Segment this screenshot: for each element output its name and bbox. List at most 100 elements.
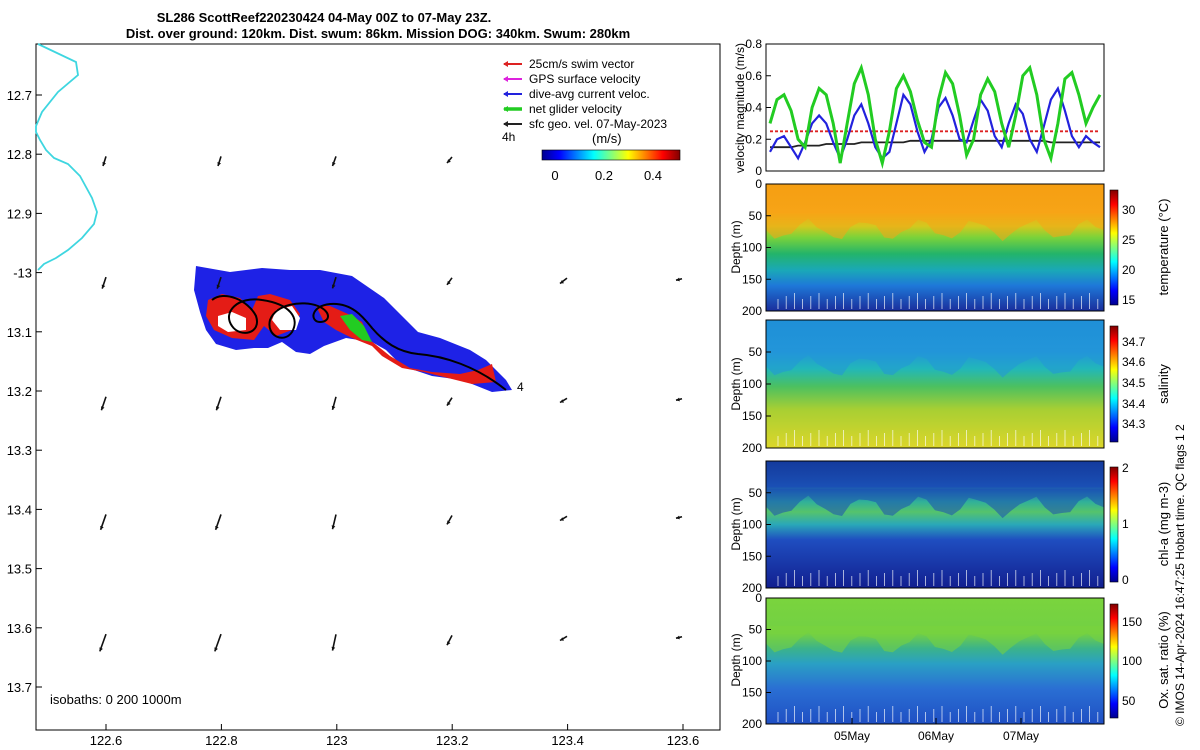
section-colorbar-label: chl-a (mg m-3) [1156,482,1171,567]
section-colorbar [1109,189,1119,306]
section-ytick-label: 200 [742,717,762,731]
map-axes-box [35,43,721,731]
sfc-geo-arrowhead [560,637,564,641]
section-ytick-label: 50 [749,345,763,359]
section-xtick-label: 05May [834,729,870,743]
section-wave-overlay [766,348,1104,378]
velocity-ytick-label: 0.6 [745,69,762,83]
track-white-patch-2 [272,306,300,330]
footer-credit: © IMOS 14-Apr-2024 16:47:25 Hobart time.… [1173,424,1187,726]
sfc-geo-arrowhead [217,162,222,166]
map-colorbar [541,149,681,161]
map-xtick-label: 122.6 [90,733,123,748]
sfc-geo-arrowhead [447,520,451,525]
sfc-geo-arrowhead [676,277,680,282]
section-field [766,320,1104,448]
legend-arrowhead [503,61,508,67]
section-panel-salinity: 50 100 150 200 Depth (m) 34.7 34.6 34.5 34.4 34.3… [729,319,1171,455]
section-ytick-label: 50 [749,623,763,637]
glider-track-area [194,266,512,392]
section-colorbar-label: Ox. sat. ratio (%) [1156,611,1171,709]
map-colorbar-tick: 0.2 [595,168,613,183]
map-colorbar-tick: 0 [551,168,558,183]
velocity-series [768,63,1102,170]
section-colorbar-tick: 150 [1122,615,1142,629]
sfc-geo-arrowhead [560,399,564,403]
section-colorbar-tick: 20 [1122,263,1136,277]
section-ytick-label: 150 [742,549,762,563]
sfc-geo-arrowhead [560,279,564,284]
section-panel-temperature: 0 50 100 150 200 Depth (m) 30 25 20 15 temperature… [729,177,1171,318]
legend-arrowhead [503,106,508,112]
sfc-geo-arrowhead [331,284,336,289]
sfc-geo-arrowhead [676,515,680,520]
map-ytick-label: 12.9 [7,206,32,221]
sfc-geo-arrowhead [676,397,680,402]
section-ylabel: Depth (m) [729,497,743,550]
sfc-geo-arrowhead [214,647,218,652]
sfc-geo-arrowhead [99,647,103,652]
section-ytick-label: 150 [742,686,762,700]
legend-arrowhead [503,91,508,97]
map-xtick-label: 123 [326,733,348,748]
sfc-geo-arrowhead [331,405,336,410]
section-colorbar-tick: 2 [1122,461,1129,475]
section-colorbar-tick: 25 [1122,233,1136,247]
map-xtick-label: 123.2 [436,733,469,748]
glider-track-line [211,295,507,391]
section-colorbar-tick: 34.5 [1122,376,1146,390]
velocity-panel: 0 0.2 0.4 0.6 0.8 velocity magnitude (m/s) [733,37,1105,178]
section-ytick-label: 0 [755,591,762,605]
sfc-geo-arrowhead [447,401,451,406]
track-white-patch [218,312,246,332]
velocity-ytick-label: 0.4 [745,101,762,115]
section-field [766,184,1104,311]
legend-arrowhead [503,121,508,127]
map-colorbar-tick: 0.4 [644,168,662,183]
section-colorbar [1109,603,1119,719]
section-colorbar-tick: 34.7 [1122,335,1146,349]
section-wave-overlay [766,211,1104,242]
section-ylabel: Depth (m) [729,220,743,273]
legend-entry: GPS surface velocity [529,72,640,86]
sfc-geo-arrowhead [100,525,104,530]
map-xtick-label: 123.6 [667,733,700,748]
legend-entry: 25cm/s swim vector [529,57,634,71]
section-xtick-label: 07May [1003,729,1039,743]
velocity-ytick-label: 0.2 [745,132,762,146]
map-panel: 122.6 122.8 123 123.2 123.4 123.6 12.712.812.… [7,43,721,748]
sfc-geo-arrowhead [560,517,564,521]
section-ytick-label: 100 [742,377,762,391]
map-ytick-label: 13.4 [7,502,32,517]
section-colorbar [1109,466,1119,583]
velocity-ylabel: velocity magnitude (m/s) [733,43,747,173]
sfc-geo-arrowhead [102,162,107,166]
track-end-label: 4 [517,380,524,394]
map-ytick-label: 13.6 [7,621,32,636]
isobaths-label: isobaths: 0 200 1000m [50,692,182,707]
section-colorbar-label: salinity [1156,364,1171,404]
section-ytick-label: 50 [749,486,763,500]
velocity-ytick-label: 0.8 [745,37,762,51]
section-colorbar-label: temperature (°C) [1156,199,1171,296]
sfc-geo-arrowhead [332,162,336,166]
section-wave-overlay [766,625,1104,655]
legend-arrowhead [503,76,508,82]
colorbar-units: (m/s) [592,131,622,146]
section-ytick-label: 100 [742,518,762,532]
map-ytick-label: -13 [13,266,32,281]
map-x-axis: 122.6 122.8 123 123.2 123.4 123.6 [90,724,700,748]
section-colorbar-tick: 15 [1122,293,1136,307]
figure-title-line2: Dist. over ground: 120km. Dist. swum: 86… [126,26,630,41]
section-ytick-label: 200 [742,581,762,595]
sfc-geo-arrowhead [447,159,451,163]
section-colorbar-tick: 34.4 [1122,397,1146,411]
section-ytick-label: 50 [749,209,763,223]
section-ytick-label: 200 [742,441,762,455]
sfc-geo-arrowhead [100,406,105,411]
section-colorbar-tick: 50 [1122,694,1136,708]
legend-entry: sfc geo. vel. 07-May-2023 [529,117,667,131]
